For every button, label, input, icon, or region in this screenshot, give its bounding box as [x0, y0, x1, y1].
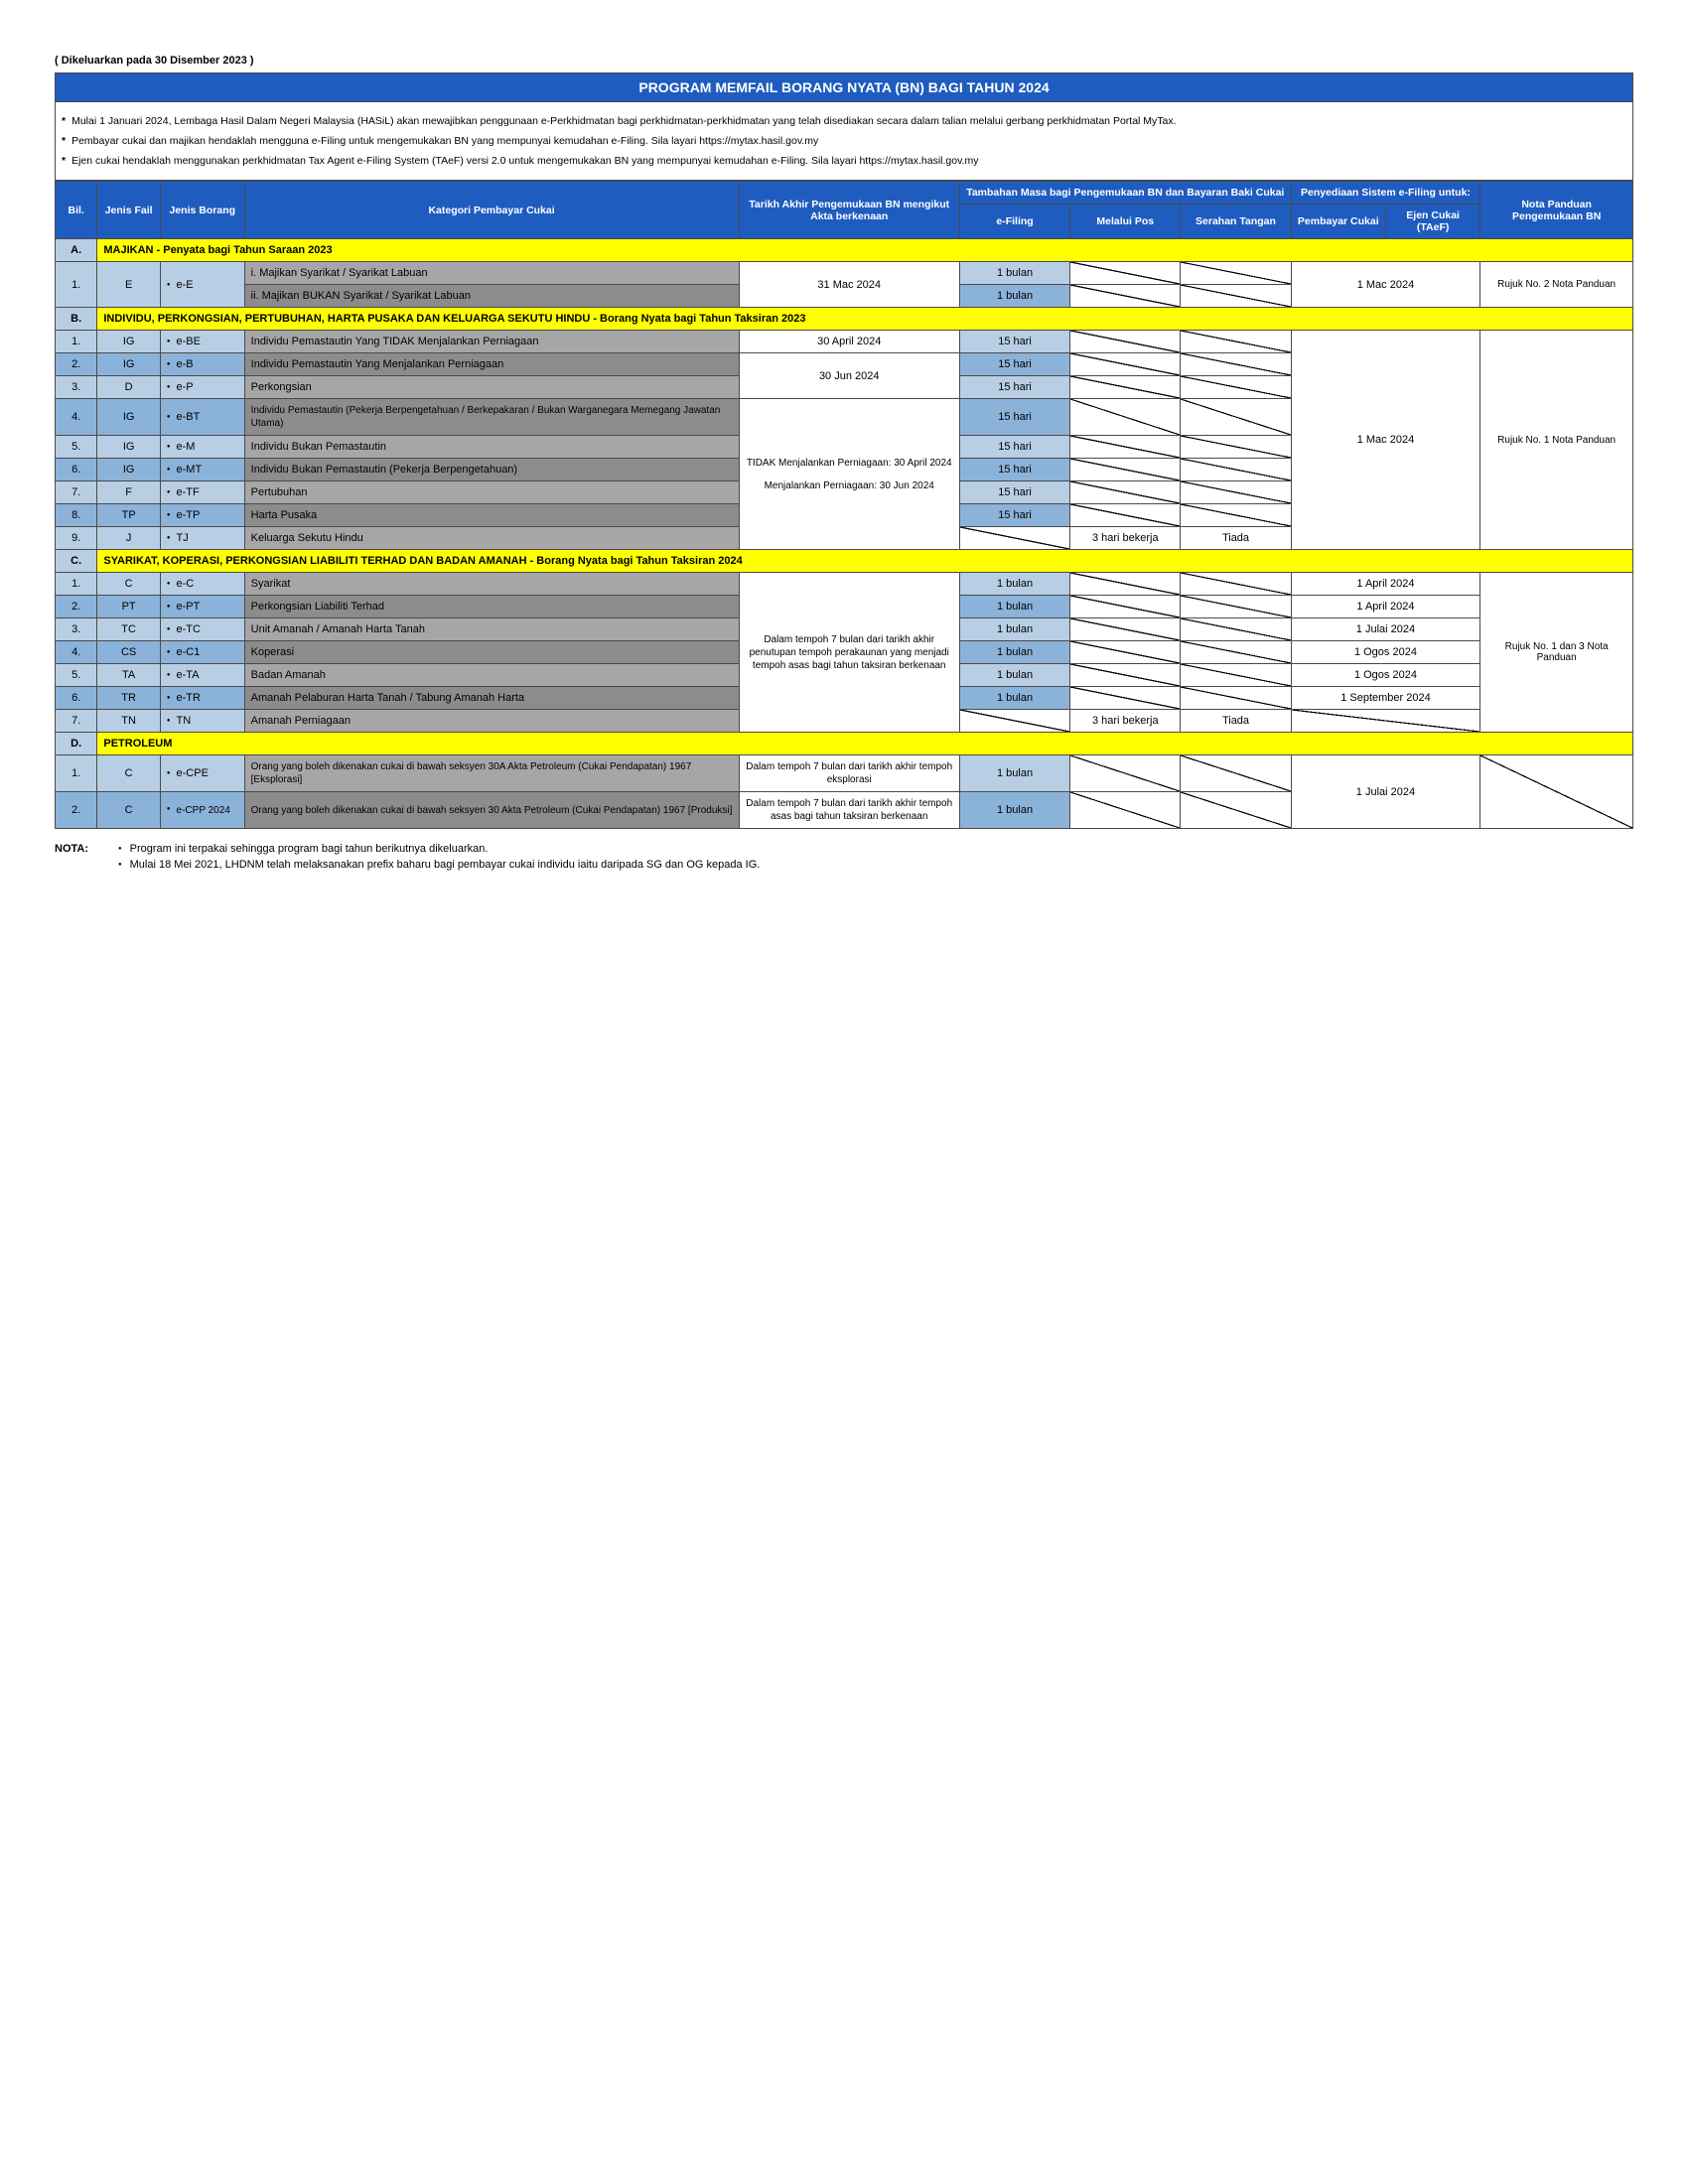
hdr-jenis-fail: Jenis Fail [97, 182, 161, 239]
hdr-tangan: Serahan Tangan [1181, 205, 1291, 239]
hdr-efiling: e-Filing [959, 205, 1069, 239]
hdr-tambahan: Tambahan Masa bagi Pengemukaan BN dan Ba… [959, 182, 1291, 205]
footer-note-2: Mulai 18 Mei 2021, LHDNM telah melaksana… [118, 859, 760, 871]
issued-date: ( Dikeluarkan pada 30 Disember 2023 ) [55, 55, 1633, 67]
hdr-jenis-borang: Jenis Borang [160, 182, 244, 239]
row-c1: 1.C e-C Syarikat Dalam tempoh 7 bulan da… [56, 573, 1633, 596]
row-b1: 1.IG e-BE Individu Pemastautin Yang TIDA… [56, 331, 1633, 353]
section-a-header: A. MAJIKAN - Penyata bagi Tahun Saraan 2… [56, 239, 1633, 262]
hdr-bil: Bil. [56, 182, 97, 239]
hdr-tarikh: Tarikh Akhir Pengemukaan BN mengikut Akt… [739, 182, 959, 239]
intro-note-2: Pembayar cukai dan majikan hendaklah men… [71, 133, 818, 150]
hdr-nota: Nota Panduan Pengemukaan BN [1480, 182, 1633, 239]
page-title: PROGRAM MEMFAIL BORANG NYATA (BN) BAGI T… [55, 72, 1633, 102]
filing-table: Bil. Jenis Fail Jenis Borang Kategori Pe… [55, 181, 1633, 829]
section-b-header: B. INDIVIDU, PERKONGSIAN, PERTUBUHAN, HA… [56, 308, 1633, 331]
footer-nota: NOTA: Program ini terpakai sehingga prog… [55, 843, 1633, 875]
row-d1: 1.C e-CPE Orang yang boleh dikenakan cuk… [56, 755, 1633, 792]
intro-notes: *Mulai 1 Januari 2024, Lembaga Hasil Dal… [55, 102, 1633, 181]
footer-note-1: Program ini terpakai sehingga program ba… [118, 843, 760, 855]
intro-note-1: Mulai 1 Januari 2024, Lembaga Hasil Dala… [71, 113, 1176, 130]
hdr-ejen: Ejen Cukai (TAeF) [1385, 205, 1479, 239]
intro-note-3: Ejen cukai hendaklah menggunakan perkhid… [71, 153, 978, 170]
hdr-penyediaan: Penyediaan Sistem e-Filing untuk: [1291, 182, 1480, 205]
row-a1-i: 1. E e-E i. Majikan Syarikat / Syarikat … [56, 262, 1633, 285]
hdr-pembayar: Pembayar Cukai [1291, 205, 1385, 239]
section-c-header: C. SYARIKAT, KOPERASI, PERKONGSIAN LIABI… [56, 550, 1633, 573]
section-d-header: D. PETROLEUM [56, 733, 1633, 755]
hdr-kategori: Kategori Pembayar Cukai [244, 182, 739, 239]
hdr-pos: Melalui Pos [1070, 205, 1181, 239]
